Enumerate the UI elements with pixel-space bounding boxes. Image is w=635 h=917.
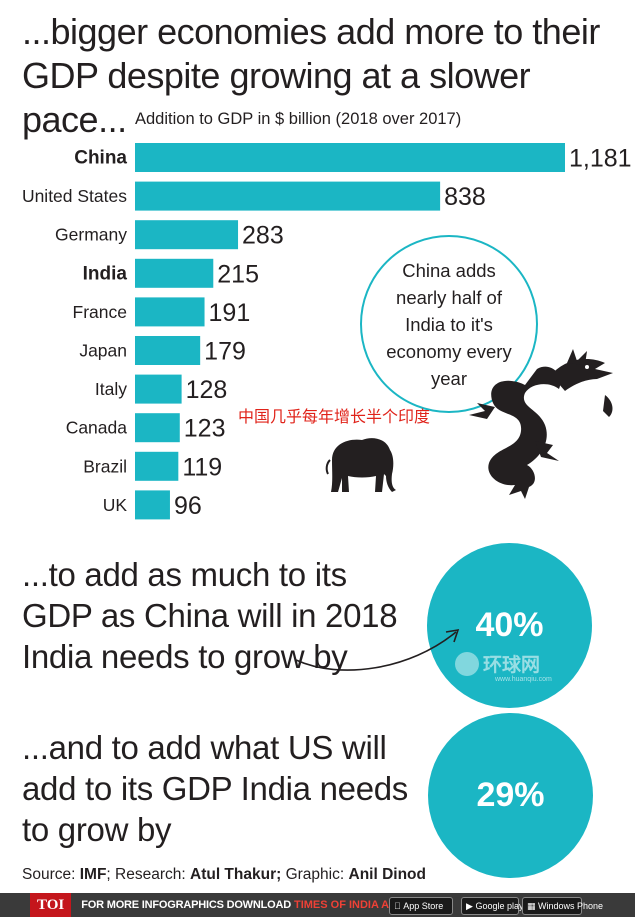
app-store-badge[interactable]:  App Store [389,897,453,915]
category-label: France [73,302,127,322]
category-label: Brazil [83,456,127,476]
footer-message: FOR MORE INFOGRAPHICS DOWNLOAD [81,899,291,911]
watermark-logo-icon [455,651,479,676]
source-label: Source: [22,866,76,883]
stat-value-29: 29% [476,776,545,814]
stat-value-40: 40% [475,606,544,644]
dragon-icon [469,349,613,499]
value-label: 119 [182,453,222,481]
stat-circle-29: 29% [428,713,593,878]
value-label: 128 [186,376,228,404]
toi-logo[interactable]: TOI [30,893,72,917]
apple-icon:  [394,901,401,911]
google-play-label: Google play [475,901,524,911]
value-label: 1,181 [569,145,632,173]
category-label: China [74,148,127,169]
category-label: Italy [95,379,127,399]
bar [135,143,565,172]
research-label: ; Research: [106,866,186,883]
paragraph-china-comparison: ...to add as much to its GDP as China wi… [22,556,398,675]
bar-chart: China 1,181 United States 838 Germany 283 Indi… [22,143,632,520]
arrow-icon [295,628,460,671]
value-label: 283 [242,222,284,250]
value-label: 96 [174,492,202,520]
app-store-label: App Store [394,901,443,911]
stat-circle-40: 40% [427,543,592,708]
source-line: Source: IMF; Research: Atul Thakur; Grap… [22,866,426,884]
value-label: 179 [204,338,246,366]
windows-phone-label: Windows Phone [538,901,604,911]
category-label: India [83,263,128,284]
bar [135,451,179,481]
bar [135,413,180,443]
headline: ...bigger economies add more to their GD… [22,11,600,140]
value-label: 191 [209,299,251,327]
graphic-value: Anil Dinod [348,866,427,883]
bar [135,297,205,327]
bar [135,220,239,250]
bar [135,490,170,520]
windows-icon: ▦ [527,901,536,911]
source-value: IMF [79,866,107,883]
category-label: Japan [79,341,127,361]
value-label: 123 [184,415,226,443]
footer-app-link[interactable]: TIMES OF INDIA APP [293,899,404,911]
graphic-label: Graphic: [285,866,345,883]
bar [135,336,201,365]
google-play-badge[interactable]: ▶ Google play [461,897,523,915]
bar [135,374,182,404]
category-label: United States [22,186,127,206]
watermark: 环球网 [455,650,540,677]
bar [135,258,214,288]
research-value: Atul Thakur; [190,866,282,883]
watermark-name: 环球网 [483,655,541,676]
value-label: 838 [444,183,486,211]
callout-text: China adds nearly half of India to it's … [386,259,512,389]
windows-phone-badge[interactable]: ▦ Windows Phone [522,897,603,915]
category-label: Canada [66,418,128,438]
watermark-url: www.huanqiu.com [495,676,552,683]
callout-bubble: China adds nearly half of India to it's … [360,235,538,413]
bar [135,181,441,211]
category-label: Germany [55,225,127,245]
paragraph-us-comparison: ...and to add what US will add to its GD… [22,729,409,848]
value-label: 215 [217,260,259,288]
play-icon: ▶ [466,901,473,911]
elephant-icon [325,438,396,492]
chinese-caption: 中国几乎每年增长半个印度 [238,407,431,426]
chart-title: Addition to GDP in $ billion (2018 over … [135,110,462,128]
category-label: UK [103,495,128,515]
